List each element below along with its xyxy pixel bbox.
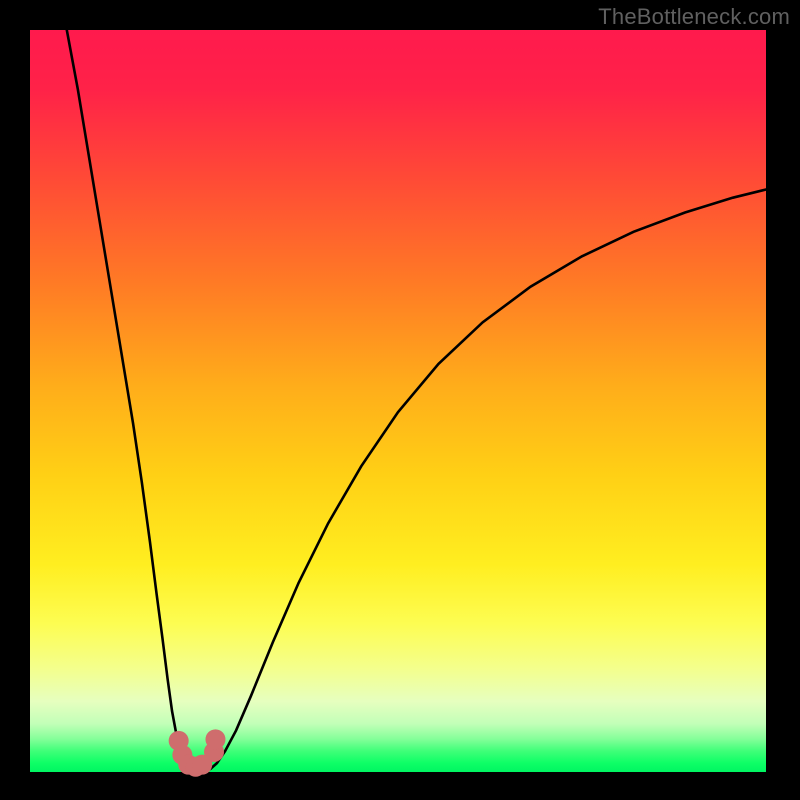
- chart-stage: TheBottleneck.com: [0, 0, 800, 800]
- trough-marker: [205, 729, 225, 749]
- watermark-text: TheBottleneck.com: [598, 4, 790, 30]
- bottleneck-chart-svg: [0, 0, 800, 800]
- plot-area: [30, 30, 766, 772]
